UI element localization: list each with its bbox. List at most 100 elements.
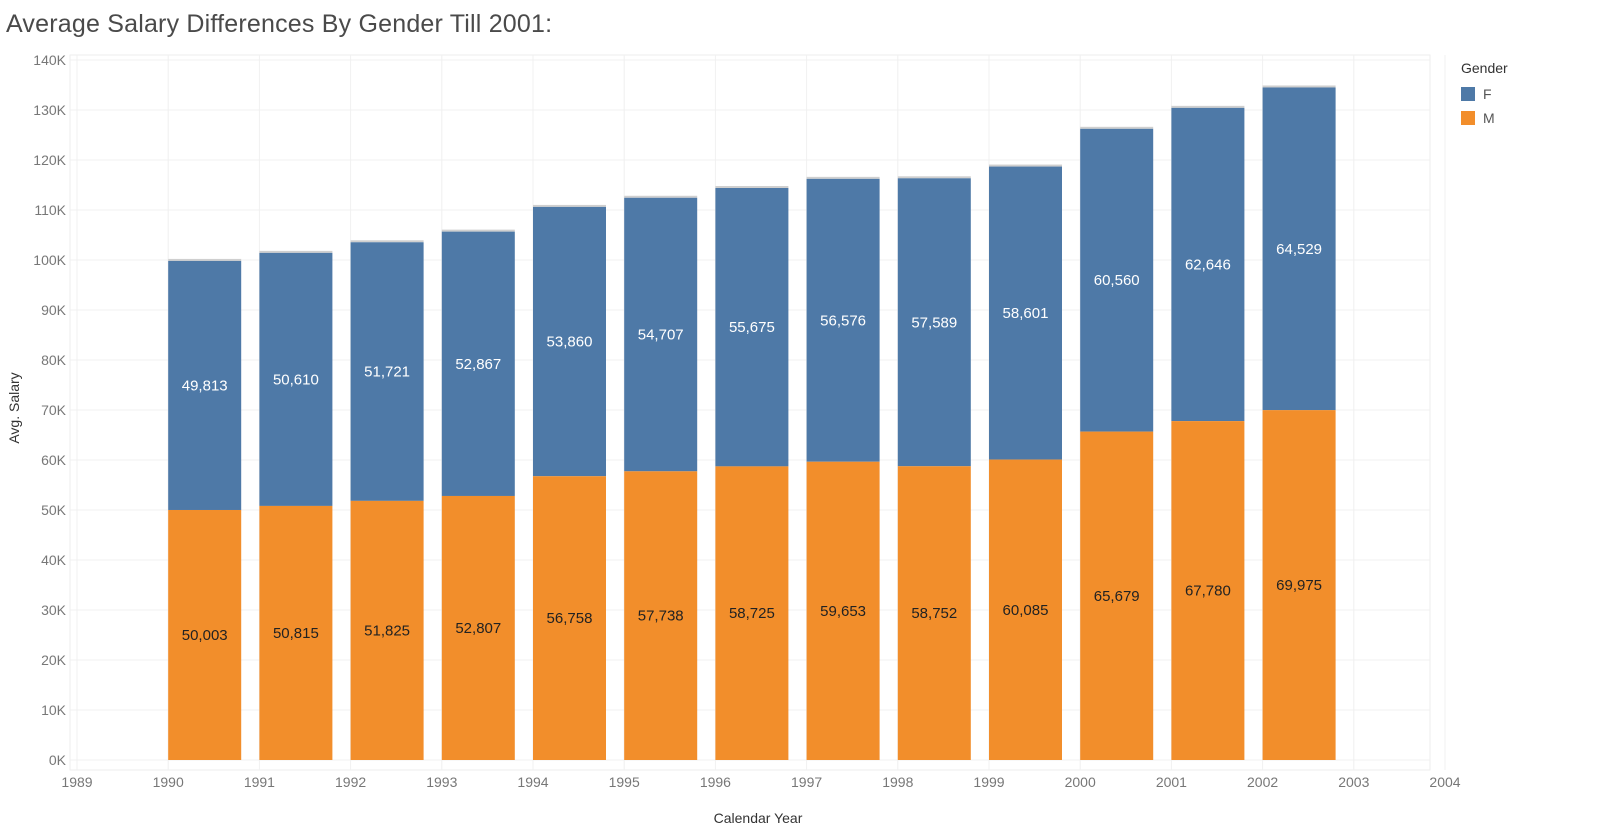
- bar-f-1999: [989, 166, 1062, 460]
- y-tick-label: 20K: [41, 652, 67, 668]
- legend-title: Gender: [1461, 60, 1508, 76]
- y-tick-label: 130K: [33, 102, 66, 118]
- bar-f-2001: [1171, 107, 1245, 422]
- data-label-m-1995: 57,738: [638, 608, 684, 625]
- y-tick-label: 140K: [33, 52, 66, 68]
- data-label-m-1998: 58,752: [911, 605, 957, 622]
- y-axis-label: Avg. Salary: [6, 372, 22, 443]
- y-tick-label: 10K: [41, 702, 67, 718]
- data-label-f-1995: 54,707: [638, 327, 684, 344]
- x-tick-label: 1991: [244, 774, 275, 790]
- data-label-f-2000: 60,560: [1094, 272, 1140, 289]
- data-label-f-1997: 56,576: [820, 312, 866, 329]
- y-tick-label: 70K: [41, 402, 67, 418]
- y-tick-label: 50K: [41, 502, 67, 518]
- y-tick-label: 40K: [41, 552, 67, 568]
- bar-f-1991: [259, 252, 333, 506]
- data-label-f-1998: 57,589: [911, 314, 957, 331]
- bar-f-1990: [168, 260, 242, 510]
- data-label-f-2001: 62,646: [1185, 256, 1231, 273]
- bar-f-1998: [897, 178, 971, 467]
- legend-item-f[interactable]: F: [1461, 82, 1508, 106]
- data-label-m-1990: 50,003: [182, 627, 228, 644]
- bar-m-2001: [1171, 421, 1245, 760]
- data-label-m-1996: 58,725: [729, 605, 775, 622]
- bar-m-1990: [168, 509, 242, 760]
- legend-label-f: F: [1483, 86, 1492, 102]
- x-tick-label: 1994: [517, 774, 548, 790]
- x-tick-label: 2003: [1338, 774, 1369, 790]
- x-tick-label: 2000: [1065, 774, 1096, 790]
- data-label-m-1997: 59,653: [820, 603, 866, 620]
- x-tick-label: 1992: [335, 774, 366, 790]
- data-label-m-1999: 60,085: [1003, 602, 1049, 619]
- x-tick-label: 2004: [1429, 774, 1460, 790]
- bar-f-1995: [624, 197, 698, 472]
- bar-top-edge: [350, 240, 424, 243]
- bar-f-1996: [715, 188, 789, 467]
- x-tick-label: 1990: [153, 774, 184, 790]
- data-label-m-1991: 50,815: [273, 625, 319, 642]
- data-label-f-1990: 49,813: [182, 377, 228, 394]
- y-tick-label: 100K: [33, 252, 66, 268]
- legend-label-m: M: [1483, 110, 1495, 126]
- bar-top-edge: [989, 164, 1062, 167]
- y-tick-label: 30K: [41, 602, 67, 618]
- bar-f-1993: [441, 231, 515, 496]
- bar-top-edge: [624, 195, 698, 198]
- data-label-m-2000: 65,679: [1094, 588, 1140, 605]
- legend: Gender F M: [1461, 60, 1508, 130]
- data-labels: 49,813 50,003 50,610 50,815 51,721 51,825 52,8…: [182, 241, 1322, 644]
- legend-swatch-m: [1461, 111, 1475, 125]
- x-tick-label: 1993: [426, 774, 457, 790]
- x-tick-label: 1995: [609, 774, 640, 790]
- x-tick-label: 2002: [1247, 774, 1278, 790]
- bar-m-1995: [624, 471, 698, 760]
- bar-m-1999: [989, 459, 1062, 760]
- y-tick-label: 80K: [41, 352, 67, 368]
- x-axis-label: Calendar Year: [714, 810, 803, 826]
- bar-top-edge: [1080, 126, 1154, 129]
- bar-m-1997: [806, 461, 880, 760]
- data-label-f-1991: 50,610: [273, 371, 319, 388]
- x-tick-label: 1998: [882, 774, 913, 790]
- bar-f-1997: [806, 178, 880, 462]
- axes: 0K 10K 20K 30K 40K 50K 60K 70K 80K 90K 100K 110K 120…: [6, 52, 1461, 826]
- y-tick-label: 120K: [33, 152, 66, 168]
- bar-top-edge: [533, 204, 606, 207]
- bar-m-2000: [1080, 431, 1154, 760]
- x-tick-label: 1997: [791, 774, 822, 790]
- data-label-m-1994: 56,758: [547, 610, 593, 627]
- bar-top-edge: [1262, 85, 1336, 88]
- bar-m-2002: [1262, 410, 1336, 760]
- bar-top-edge: [897, 176, 971, 179]
- y-tick-label: 60K: [41, 452, 67, 468]
- bar-f-1992: [350, 242, 424, 501]
- bar-top-edge: [259, 250, 333, 253]
- data-label-f-1999: 58,601: [1003, 305, 1049, 322]
- bar-m-1991: [259, 505, 333, 760]
- bar-f-2000: [1080, 128, 1154, 432]
- y-tick-label: 0K: [49, 752, 67, 768]
- bar-top-edge: [1171, 105, 1245, 108]
- data-label-m-1993: 52,807: [455, 620, 501, 637]
- bar-top-edge: [441, 229, 515, 232]
- bar-m-1994: [533, 476, 606, 760]
- bar-m-1993: [441, 495, 515, 760]
- plot-border: [69, 54, 1431, 771]
- y-tick-label: 90K: [41, 302, 67, 318]
- data-label-f-1993: 52,867: [455, 356, 501, 373]
- bar-top-edge: [806, 176, 880, 179]
- bars: [168, 85, 1336, 760]
- bar-m-1992: [350, 500, 424, 760]
- legend-item-m[interactable]: M: [1461, 106, 1508, 130]
- bar-f-2002: [1262, 87, 1336, 411]
- data-label-f-1994: 53,860: [547, 334, 593, 351]
- x-tick-label: 2001: [1156, 774, 1187, 790]
- data-label-f-2002: 64,529: [1276, 241, 1322, 258]
- x-tick-label: 1989: [61, 774, 92, 790]
- data-label-m-2001: 67,780: [1185, 583, 1231, 600]
- data-label-f-1996: 55,675: [729, 319, 775, 336]
- bar-m-1998: [897, 466, 971, 760]
